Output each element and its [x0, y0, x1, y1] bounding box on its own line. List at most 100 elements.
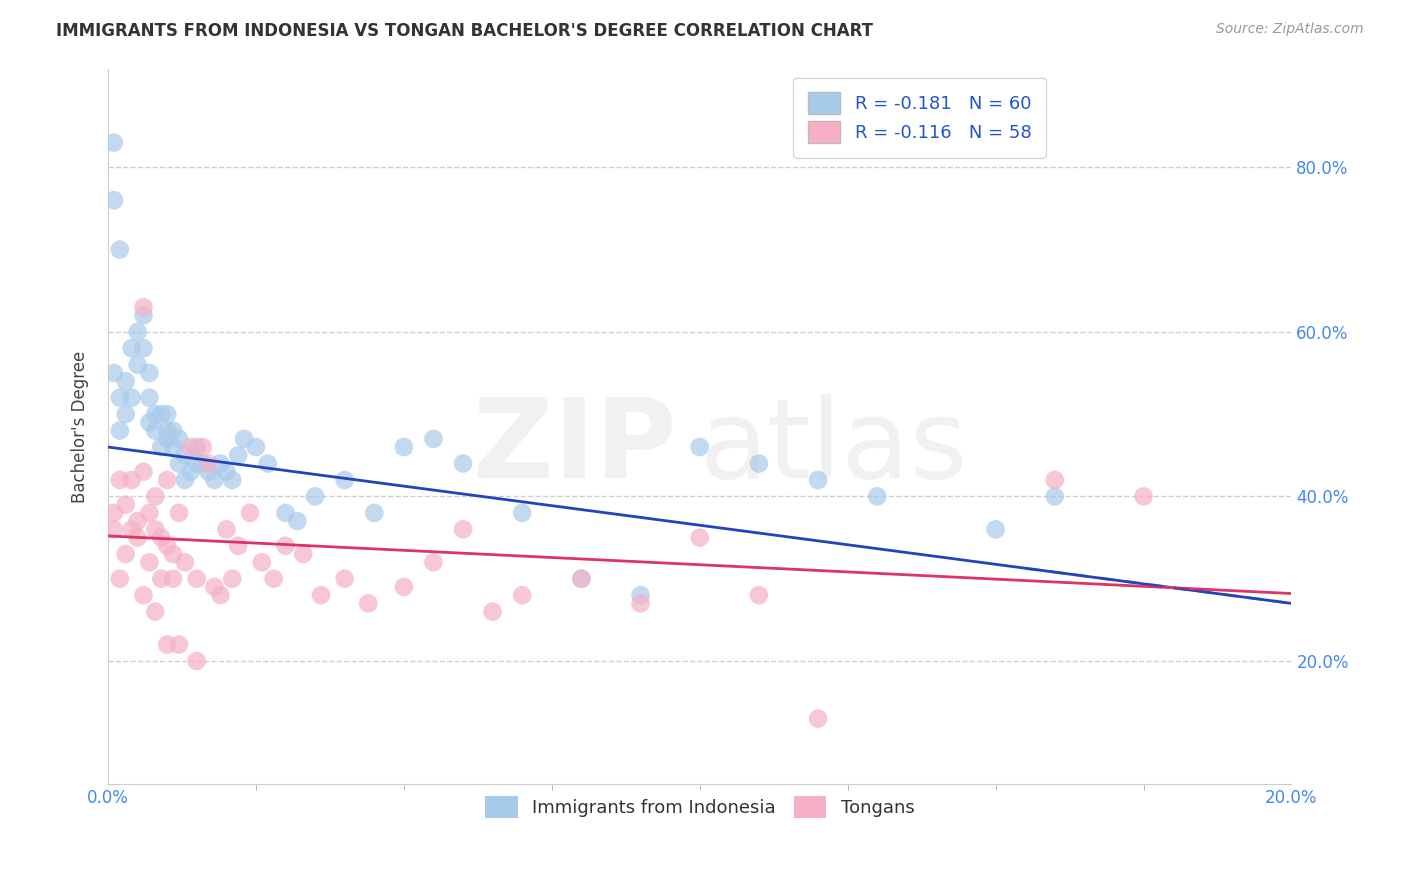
Point [263, 572, 285, 586]
Point [108, 391, 131, 405]
Point [204, 580, 226, 594]
Point [143, 522, 166, 536]
Point [162, 547, 184, 561]
Point [866, 490, 889, 504]
Point [186, 572, 208, 586]
Point [127, 358, 149, 372]
Point [132, 465, 155, 479]
Point [162, 440, 184, 454]
Point [138, 415, 160, 429]
Point [143, 424, 166, 438]
Point [150, 572, 173, 586]
Point [292, 547, 315, 561]
Point [451, 522, 474, 536]
Point [156, 407, 179, 421]
Point [138, 366, 160, 380]
Point [984, 522, 1007, 536]
Point [309, 588, 332, 602]
Point [132, 341, 155, 355]
Point [304, 490, 326, 504]
Point [150, 440, 173, 454]
Point [127, 514, 149, 528]
Point [121, 473, 143, 487]
Point [357, 596, 380, 610]
Point [215, 465, 238, 479]
Point [204, 473, 226, 487]
Point [150, 407, 173, 421]
Point [186, 457, 208, 471]
Point [510, 588, 533, 602]
Point [1043, 473, 1066, 487]
Point [114, 407, 136, 421]
Point [209, 457, 232, 471]
Point [167, 506, 190, 520]
Point [689, 440, 711, 454]
Point [221, 473, 243, 487]
Point [108, 572, 131, 586]
Point [451, 457, 474, 471]
Point [162, 424, 184, 438]
Point [510, 506, 533, 520]
Point [121, 391, 143, 405]
Point [689, 531, 711, 545]
Point [191, 440, 214, 454]
Point [138, 506, 160, 520]
Point [197, 465, 219, 479]
Point [807, 473, 830, 487]
Text: atlas: atlas [700, 394, 969, 501]
Point [748, 457, 770, 471]
Point [256, 457, 278, 471]
Point [807, 712, 830, 726]
Point [569, 572, 592, 586]
Point [174, 555, 197, 569]
Point [103, 193, 125, 207]
Point [186, 440, 208, 454]
Point [180, 440, 202, 454]
Point [150, 531, 173, 545]
Point [239, 506, 262, 520]
Point [103, 506, 125, 520]
Point [274, 539, 297, 553]
Point [1043, 490, 1066, 504]
Point [138, 391, 160, 405]
Point [132, 300, 155, 314]
Text: ZIP: ZIP [472, 394, 676, 501]
Point [250, 555, 273, 569]
Point [121, 522, 143, 536]
Point [333, 572, 356, 586]
Point [226, 448, 249, 462]
Point [186, 654, 208, 668]
Point [209, 588, 232, 602]
Point [143, 407, 166, 421]
Text: IMMIGRANTS FROM INDONESIA VS TONGAN BACHELOR'S DEGREE CORRELATION CHART: IMMIGRANTS FROM INDONESIA VS TONGAN BACH… [56, 22, 873, 40]
Point [114, 547, 136, 561]
Point [1132, 490, 1154, 504]
Point [630, 596, 652, 610]
Point [167, 432, 190, 446]
Point [121, 341, 143, 355]
Point [422, 432, 444, 446]
Point [156, 473, 179, 487]
Point [156, 638, 179, 652]
Point [569, 572, 592, 586]
Point [156, 424, 179, 438]
Point [114, 498, 136, 512]
Point [392, 580, 415, 594]
Point [233, 432, 256, 446]
Point [138, 555, 160, 569]
Point [132, 588, 155, 602]
Point [363, 506, 385, 520]
Text: Source: ZipAtlas.com: Source: ZipAtlas.com [1216, 22, 1364, 37]
Point [114, 374, 136, 388]
Point [174, 448, 197, 462]
Point [226, 539, 249, 553]
Point [180, 465, 202, 479]
Point [285, 514, 308, 528]
Point [156, 432, 179, 446]
Point [103, 522, 125, 536]
Point [630, 588, 652, 602]
Point [162, 572, 184, 586]
Legend: Immigrants from Indonesia, Tongans: Immigrants from Indonesia, Tongans [478, 789, 921, 825]
Point [167, 457, 190, 471]
Y-axis label: Bachelor's Degree: Bachelor's Degree [72, 351, 89, 502]
